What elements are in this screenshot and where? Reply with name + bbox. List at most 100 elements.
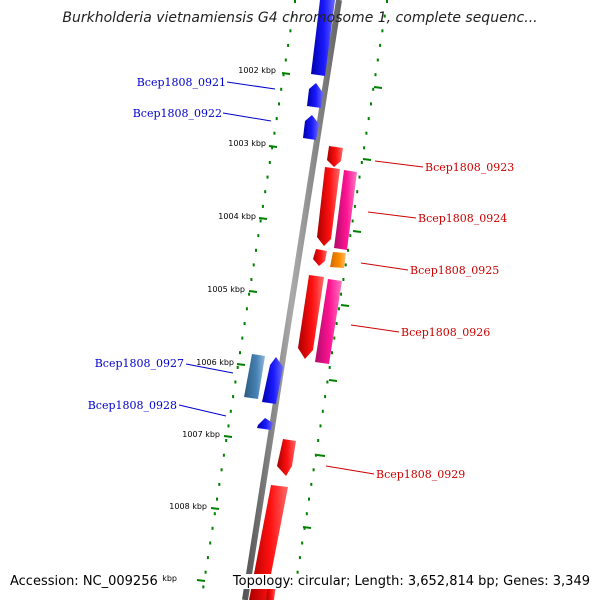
gene-features — [244, 0, 357, 600]
scale-dot — [257, 234, 260, 238]
scale-dot — [317, 439, 320, 442]
tick-label-1006: 1006 kbp — [196, 358, 234, 367]
gene-label-0923: Bcep1808_0923 — [425, 161, 514, 174]
scale-dot — [250, 278, 253, 281]
scale-dot — [319, 424, 322, 428]
gene-bar-0927-steel — [244, 354, 265, 399]
scale-dot — [259, 219, 262, 223]
scale-dot — [308, 497, 310, 501]
scale-dot — [206, 556, 209, 560]
scale-dot — [381, 29, 384, 33]
gene-label-0928: Bcep1808_0928 — [88, 399, 177, 412]
scale-dot — [236, 365, 239, 369]
gene-bar-0926 — [298, 275, 324, 359]
scale-dot — [360, 161, 363, 164]
gene-label-0926: Bcep1808_0926 — [401, 326, 490, 339]
scale-dot — [314, 453, 317, 457]
scale-dot — [328, 365, 331, 369]
gene-label-0924: Bcep1808_0924 — [418, 212, 507, 225]
scale-dot — [294, 0, 296, 3]
scale-dot — [386, 0, 388, 3]
scale-dot — [245, 307, 248, 311]
scale-dot — [303, 526, 306, 530]
scale-dot — [289, 29, 292, 33]
gene-bar-blue-top — [311, 0, 335, 76]
scale-dot — [310, 482, 313, 486]
scale-dot — [218, 482, 221, 486]
scale-dot — [248, 292, 251, 296]
scale-dot — [342, 278, 345, 281]
tick-label-1007: 1007 kbp — [182, 430, 220, 439]
scale-dot — [241, 336, 244, 340]
gene-bar-0926-pink — [315, 279, 342, 364]
scale-dot — [266, 175, 269, 179]
scale-dot — [374, 73, 377, 77]
map-title: Burkholderia vietnamiensis G4 chromosome… — [62, 10, 538, 26]
scale-dot — [239, 351, 241, 355]
scale-dot — [275, 117, 278, 121]
scale-dot — [331, 351, 333, 355]
gene-arrow-0921 — [307, 83, 323, 108]
gene-label-0921: Bcep1808_0921 — [137, 76, 226, 89]
scale-dot — [284, 58, 287, 62]
gene-arrow-0929 — [277, 439, 296, 476]
tick-label-1003: 1003 kbp — [228, 139, 266, 148]
scale-dot — [296, 570, 299, 574]
label-leaders — [178, 81, 424, 475]
gene-arrow-0922 — [303, 115, 319, 140]
tick-label-1008: 1008 kbp — [169, 502, 207, 511]
scale-dot — [273, 131, 276, 135]
gene-label-0925: Bcep1808_0925 — [410, 264, 499, 277]
scale-dot — [261, 204, 264, 208]
scale-dot — [301, 541, 304, 545]
scale-dot — [363, 146, 366, 150]
scale-dot — [356, 190, 359, 194]
scale-dot — [383, 14, 386, 18]
scale-dot — [372, 87, 375, 91]
gene-arrow-0925 — [313, 249, 327, 266]
chromosome-backbone — [242, 0, 342, 600]
scale-dot — [367, 117, 370, 121]
gene-bar-0927 — [262, 357, 283, 404]
gene-label-0927: Bcep1808_0927 — [95, 357, 184, 370]
scale-dot — [347, 248, 349, 252]
scale-dot — [232, 395, 235, 399]
scale-dot — [271, 146, 274, 150]
scale-dot — [379, 43, 382, 47]
scale-dot — [268, 161, 271, 164]
scale-dot — [358, 175, 361, 179]
gene-labels: Bcep1808_0921 Bcep1808_0922 Bcep1808_092… — [88, 76, 515, 481]
scale-dot — [333, 336, 336, 340]
gene-bar-0924 — [317, 167, 340, 246]
scale-dot — [321, 409, 324, 413]
scale-dot — [298, 556, 301, 560]
scale-dot — [213, 512, 216, 516]
scale-track-left — [202, 0, 296, 589]
scale-dot — [255, 248, 257, 252]
scale-dot — [287, 43, 290, 47]
gene-box-0925-orange — [330, 252, 346, 268]
scale-dot — [326, 380, 329, 384]
scale-dot — [349, 234, 352, 238]
scale-dot — [252, 263, 255, 267]
summary-text: Topology: circular; Length: 3,652,814 bp… — [230, 574, 592, 589]
scale-dot — [353, 204, 356, 208]
scale-track-right — [294, 0, 388, 589]
tick-label-1004: 1004 kbp — [218, 212, 256, 221]
scale-dot — [376, 58, 379, 62]
scale-dot — [324, 395, 327, 399]
scale-dot — [227, 424, 230, 428]
gene-bar-0924-pink — [334, 170, 357, 250]
gene-arrow-0928 — [257, 418, 273, 430]
scale-dot — [204, 570, 207, 574]
scale-dot — [243, 322, 246, 325]
scale-dot — [335, 322, 338, 325]
scale-dot — [234, 380, 237, 384]
scale-dot — [282, 73, 285, 77]
scale-dot — [365, 131, 368, 135]
scale-dot — [312, 468, 315, 472]
scale-dot — [280, 87, 283, 91]
scale-dot — [278, 102, 280, 106]
scale-dot — [202, 585, 205, 589]
scale-dot — [351, 219, 354, 223]
